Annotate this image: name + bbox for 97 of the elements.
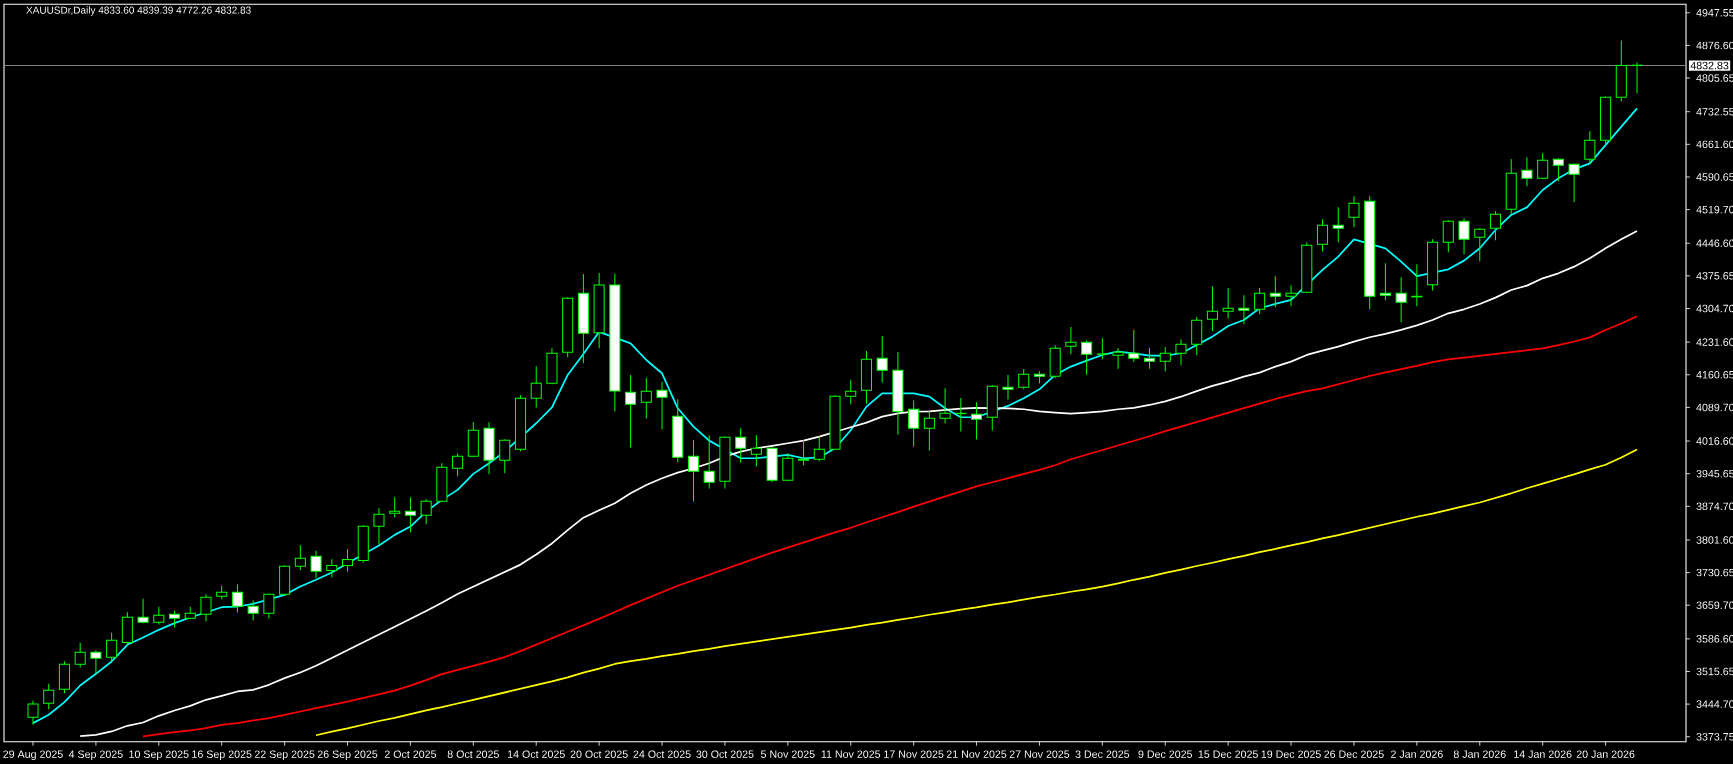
candlestick [923,409,935,452]
candlestick [625,374,637,449]
candlestick [813,435,825,462]
candlestick [90,649,102,675]
x-tick-label: 26 Sep 2025 [317,750,378,761]
candlestick [1128,329,1140,363]
x-tick-label: 24 Oct 2025 [633,750,691,758]
candlestick [1458,217,1470,255]
candlestick [640,377,652,420]
candlestick [1112,347,1124,370]
candlestick [326,558,338,579]
x-tick-label: 26 Dec 2025 [1324,750,1384,758]
candlestick [1206,285,1218,332]
candlestick [499,438,511,474]
candlestick [1379,262,1391,301]
candlestick [43,683,55,710]
candlestick [1018,368,1030,390]
candlestick [656,381,668,431]
x-tick-label: 3 Dec 2025 [1075,750,1130,758]
candlestick [1159,346,1171,372]
x-tick-label: 2 Oct 2025 [384,750,437,758]
candlestick [1395,276,1407,323]
candlestick [420,498,432,525]
candlestick [404,496,416,533]
candlestick [1096,337,1108,361]
candlestick [798,439,810,466]
x-tick-label: 9 Dec 2025 [1138,750,1193,758]
candlestick [1442,219,1454,253]
candlestick [452,452,464,477]
candlestick [530,365,542,409]
candlestick [687,439,700,503]
candlestick [703,434,715,490]
candlestick [74,642,86,668]
candlestick [1411,263,1423,307]
candlestick [1065,326,1077,355]
x-tick-label: 27 Nov 2025 [1009,750,1070,758]
x-tick-label: 20 Oct 2025 [570,750,628,758]
candlestick [1316,218,1329,252]
candlestick [341,548,354,573]
candlestick [1081,339,1093,376]
candlestick [735,427,747,464]
candlestick [247,599,259,621]
x-tick-label: 17 Nov 2025 [884,750,944,758]
chart-title: XAUUSDr,Daily 4833.60 4839.39 4772.26 4832.83 [26,6,251,16]
candlestick [1552,157,1564,182]
candlestick [200,593,212,622]
x-tick-label: 21 Nov 2025 [946,750,1007,758]
x-tick-label: 14 Jan 2026 [1514,750,1572,758]
candlestick [1254,287,1266,315]
candlestick [876,335,888,384]
x-tick-label: 16 Sep 2025 [192,750,252,761]
x-tick-label: 29 Aug 2025 [3,750,63,761]
candlestick [373,507,385,546]
candlestick [1144,347,1156,370]
candlestick [231,583,243,613]
x-tick-label: 11 Nov 2025 [821,750,881,758]
candlestick [1269,275,1281,308]
candlestick [294,544,306,571]
candlestick [263,593,275,620]
candlestick [1238,294,1250,325]
candlestick [1002,374,1014,401]
candlestick [137,598,149,624]
candlestick [845,379,857,405]
candlestick [389,496,401,518]
candlestick [1474,227,1486,262]
x-tick-label: 5 Nov 2025 [760,750,815,758]
candlestick [27,699,39,726]
x-tick-label: 19 Dec 2025 [1261,750,1321,758]
candlestick [1521,156,1533,187]
candlestick [1348,195,1360,228]
x-tick-label: 15 Dec 2025 [1198,750,1258,758]
candlestick [1489,210,1502,241]
candlestick [1191,316,1203,356]
x-tick-label: 4 Sep 2025 [68,750,123,761]
candlestick [782,452,794,482]
x-tick-label: 8 Oct 2025 [447,750,499,758]
candlestick [750,434,762,468]
candlestick [310,550,322,579]
candlestick [106,632,118,662]
candlestick [1568,162,1580,203]
ref-line-label: 4832.83 [1690,61,1729,70]
candlestick [1222,287,1234,320]
x-tick-label: 2 Jan 2026 [1391,750,1443,758]
candlestick [1175,338,1187,366]
candlestick [1285,284,1297,307]
candlestick [939,387,951,425]
candlestick [1537,152,1549,180]
x-tick-label: 20 Jan 2026 [1576,750,1635,758]
x-tick-label: 10 Sep 2025 [129,750,189,761]
x-tick-label: 30 Oct 2025 [696,750,754,758]
x-tick-label: 22 Sep 2025 [254,750,315,761]
candlestick [908,399,920,448]
x-tick-label: 8 Jan 2026 [1453,750,1506,758]
candlestick [1332,206,1344,243]
x-tick-label: 14 Oct 2025 [507,750,565,758]
candlestick [1584,130,1596,164]
candlestick [971,401,983,441]
